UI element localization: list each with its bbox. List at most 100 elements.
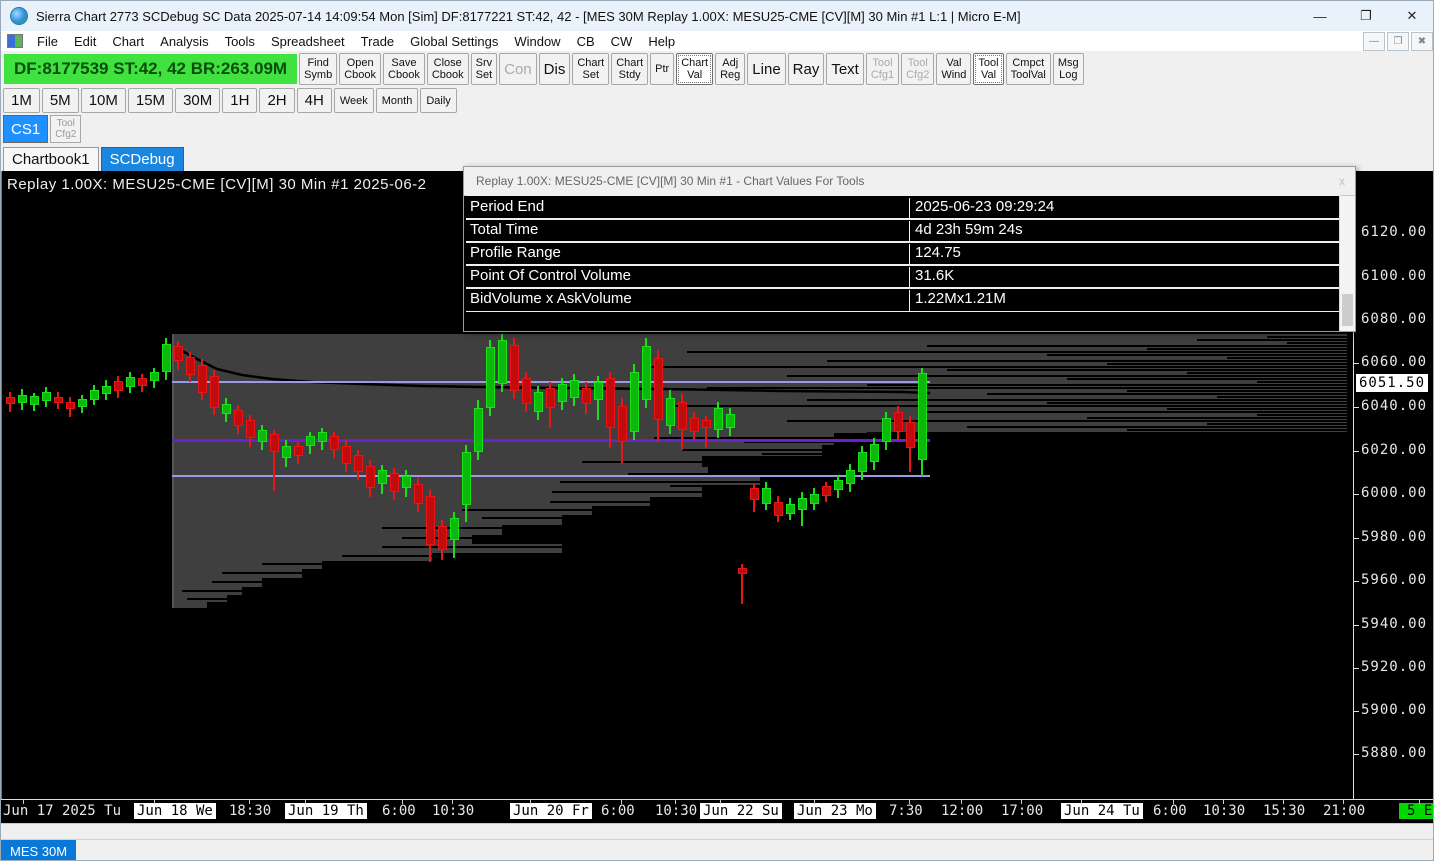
child-close-button[interactable]: ✖ xyxy=(1411,32,1433,51)
volume-profile-streak xyxy=(927,345,1347,347)
menu-tools[interactable]: Tools xyxy=(224,33,255,49)
toolbar-button-con: Con xyxy=(499,53,537,85)
child-minimize-button[interactable]: — xyxy=(1363,32,1385,51)
candle-body xyxy=(642,346,651,400)
dialog-close-icon[interactable]: x xyxy=(1339,174,1345,188)
menu-cw[interactable]: CW xyxy=(610,33,633,49)
time-axis-label: 6:00 xyxy=(601,803,635,819)
volume-profile-streak xyxy=(1167,408,1347,410)
volume-profile-streak xyxy=(187,598,227,600)
toolbar-button-chart-val[interactable]: Chart Val xyxy=(676,53,714,85)
candle-body xyxy=(498,340,507,384)
candle-body xyxy=(510,345,519,391)
timeframe-15m[interactable]: 15M xyxy=(127,88,174,113)
dialog-scrollbar-thumb[interactable] xyxy=(1342,294,1353,326)
time-tick-mark xyxy=(1223,800,1224,804)
candle-body xyxy=(66,402,75,409)
candle-body xyxy=(294,446,303,456)
timeframe-1h[interactable]: 1H xyxy=(222,88,258,113)
profile-start-line xyxy=(172,334,174,608)
toolbar-button-line[interactable]: Line xyxy=(747,53,786,85)
timeframe-2h[interactable]: 2H xyxy=(259,88,295,113)
symbol-tab-mes-30m[interactable]: MES 30M xyxy=(1,840,77,860)
price-tick-label: 5900.00 xyxy=(1361,702,1428,718)
timeframe-4h[interactable]: 4H xyxy=(296,88,332,113)
volume-profile-streak xyxy=(1217,396,1347,398)
time-tick-mark xyxy=(1173,800,1174,804)
timeframe-daily[interactable]: Daily xyxy=(420,88,457,113)
menu-window[interactable]: Window xyxy=(514,33,561,49)
toolbar-button-chart-stdy[interactable]: Chart Stdy xyxy=(611,53,649,85)
chart-values-dialog[interactable]: Replay 1.00X: MESU25-CME [CV][M] 30 Min … xyxy=(463,166,1356,332)
price-tick-label: 6120.00 xyxy=(1361,224,1428,240)
volume-profile-streak xyxy=(987,393,1347,395)
volume-profile-streak xyxy=(1187,372,1347,374)
volume-profile-row xyxy=(172,497,650,506)
toolbar-button-dis[interactable]: Dis xyxy=(538,53,571,85)
toolbar-button-close-cbook[interactable]: Close Cbook xyxy=(426,53,469,85)
timeframe-month[interactable]: Month xyxy=(375,88,419,113)
chart-region-title: Replay 1.00X: MESU25-CME [CV][M] 30 Min … xyxy=(7,176,427,193)
time-axis-label: Jun 24 Tu xyxy=(1061,803,1143,819)
time-tick-mark xyxy=(814,800,815,804)
menu-global-settings[interactable]: Global Settings xyxy=(410,33,499,49)
toolbar-button-val-wind[interactable]: Val Wind xyxy=(936,53,972,85)
candle-body xyxy=(426,496,435,545)
menu-chart[interactable]: Chart xyxy=(112,33,145,49)
cs1-button[interactable]: CS1 xyxy=(3,115,49,143)
timeframe-1m[interactable]: 1M xyxy=(3,88,40,113)
minimize-button[interactable]: — xyxy=(1313,8,1327,24)
time-tick-mark xyxy=(961,800,962,804)
tool-cfg2-button[interactable]: Tool Cfg2 xyxy=(50,115,82,143)
menu-trade[interactable]: Trade xyxy=(360,33,395,49)
price-tick-mark xyxy=(1354,538,1359,539)
toolbar-button-open-cbook[interactable]: Open Cbook xyxy=(339,53,382,85)
tab-chartbook1[interactable]: Chartbook1 xyxy=(3,147,99,171)
timeframe-5m[interactable]: 5M xyxy=(41,88,79,113)
toolbar-button-adj-reg[interactable]: Adj Reg xyxy=(715,53,746,85)
toolbar-button-cmpct-toolval[interactable]: Cmpct ToolVal xyxy=(1005,53,1051,85)
tab-scdebug[interactable]: SCDebug xyxy=(100,147,184,171)
menu-file[interactable]: File xyxy=(37,33,58,49)
timeframe-10m[interactable]: 10M xyxy=(80,88,126,113)
volume-profile-streak xyxy=(927,411,1347,413)
volume-profile-streak xyxy=(560,481,760,483)
menu-edit[interactable]: Edit xyxy=(73,33,97,49)
child-restore-button[interactable]: ❐ xyxy=(1387,32,1409,51)
candle-body xyxy=(594,382,603,400)
time-axis-label: Jun 17 2025 Tu xyxy=(3,803,122,819)
timeframe-week[interactable]: Week xyxy=(333,88,374,113)
toolbar-button-text[interactable]: Text xyxy=(826,53,864,85)
time-axis-label: Jun 23 Mo xyxy=(794,803,876,819)
candle-body xyxy=(198,365,207,393)
menu-spreadsheet[interactable]: Spreadsheet xyxy=(270,33,345,49)
toolbar-button-ray[interactable]: Ray xyxy=(787,53,825,85)
close-button[interactable]: ✕ xyxy=(1406,8,1418,23)
price-tick-mark xyxy=(1354,581,1359,582)
toolbar-button-srv-set[interactable]: Srv Set xyxy=(470,53,498,85)
last-price-box: 6051.50 xyxy=(1356,374,1429,392)
horizontal-scroll-strip[interactable] xyxy=(1,823,1433,840)
chart-area[interactable]: Replay 1.00X: MESU25-CME [CV][M] 30 Min … xyxy=(1,171,1354,799)
toolbar-button-find-symb[interactable]: Find Symb xyxy=(299,53,338,85)
toolbar-button-tool-cfg1: Tool Cfg1 xyxy=(865,53,900,85)
menu-cb[interactable]: CB xyxy=(576,33,595,49)
toolbar-button-save-cbook[interactable]: Save Cbook xyxy=(383,53,425,85)
toolbar-button-chart-set[interactable]: Chart Set xyxy=(572,53,610,85)
price-tick-label: 6100.00 xyxy=(1361,268,1428,284)
menu-analysis[interactable]: Analysis xyxy=(160,33,209,49)
price-scale[interactable]: 6120.00 6100.00 6080.00 6060.00 6040.00 6020.… xyxy=(1353,171,1433,799)
toolbar-button-tool-val[interactable]: Tool Val xyxy=(973,53,1004,85)
time-tick-mark xyxy=(154,800,155,804)
menu-help[interactable]: Help xyxy=(648,33,676,49)
toolbar-button-msg-log[interactable]: Msg Log xyxy=(1052,53,1084,85)
dialog-title-bar[interactable]: Replay 1.00X: MESU25-CME [CV][M] 30 Min … xyxy=(464,167,1355,196)
toolbar-button-ptr[interactable]: Ptr xyxy=(650,53,675,85)
time-axis[interactable]: Jun 17 2025 Tu Jun 18 We 18:30 Jun 19 Th 6:0… xyxy=(1,799,1433,824)
dialog-scrollbar[interactable] xyxy=(1339,196,1355,331)
maximize-button[interactable]: ❐ xyxy=(1360,8,1372,23)
candle-body xyxy=(90,390,99,400)
window-controls: — ❐ ✕ xyxy=(1297,1,1433,31)
timeframe-30m[interactable]: 30M xyxy=(175,88,221,113)
volume-profile-streak xyxy=(1257,414,1347,416)
